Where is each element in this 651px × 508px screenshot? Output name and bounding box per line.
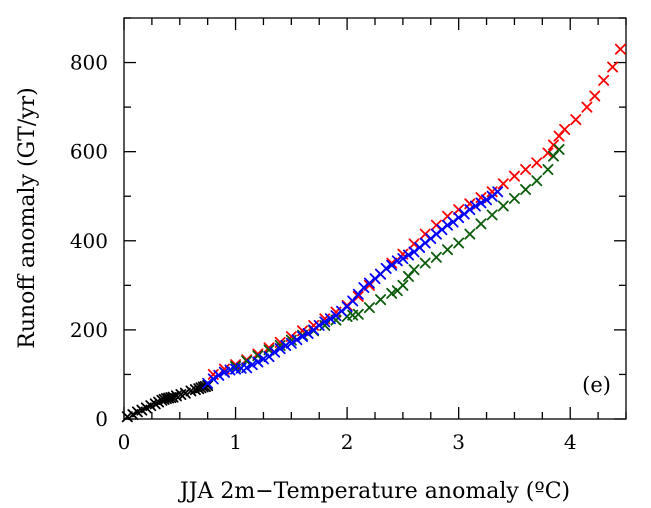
data-point bbox=[313, 319, 325, 331]
data-point bbox=[430, 251, 442, 263]
data-point bbox=[408, 238, 420, 250]
data-point bbox=[291, 334, 303, 346]
data-point bbox=[442, 244, 454, 256]
x-tick-label: 0 bbox=[118, 430, 131, 454]
y-tick-label: 600 bbox=[70, 140, 108, 164]
data-point bbox=[453, 212, 465, 224]
data-point bbox=[218, 366, 230, 378]
x-axis-title: JJA 2m−Temperature anomaly (ºC) bbox=[178, 479, 570, 504]
data-point bbox=[269, 346, 281, 358]
data-point bbox=[397, 253, 409, 265]
data-point bbox=[442, 219, 454, 231]
y-tick-label: 0 bbox=[95, 407, 108, 431]
data-point bbox=[324, 313, 336, 325]
data-point bbox=[252, 356, 264, 368]
axis-tick-labels: 0 1 2 3 4 0 200 400 600 800 bbox=[70, 51, 577, 454]
data-point bbox=[492, 186, 504, 198]
data-marks bbox=[121, 43, 626, 423]
data-point bbox=[302, 327, 314, 339]
data-point bbox=[589, 90, 601, 102]
data-point bbox=[607, 61, 619, 73]
panel-label: (e) bbox=[582, 373, 611, 397]
y-tick-label: 800 bbox=[70, 51, 108, 75]
data-point bbox=[469, 200, 481, 212]
data-point bbox=[408, 264, 420, 276]
data-point bbox=[497, 200, 509, 212]
data-point bbox=[207, 373, 219, 385]
data-point bbox=[531, 175, 543, 187]
data-point bbox=[508, 192, 520, 204]
x-tick-label: 2 bbox=[341, 430, 354, 454]
data-point bbox=[257, 353, 269, 365]
data-point bbox=[352, 308, 364, 320]
data-point bbox=[453, 237, 465, 249]
data-point bbox=[363, 302, 375, 314]
data-point bbox=[464, 204, 476, 216]
data-point bbox=[375, 294, 387, 306]
data-point bbox=[475, 218, 487, 230]
data-point bbox=[386, 287, 398, 299]
data-point bbox=[559, 123, 571, 135]
data-point bbox=[475, 197, 487, 209]
data-point bbox=[419, 257, 431, 269]
data-point bbox=[179, 387, 191, 399]
plot-frame bbox=[123, 17, 627, 420]
x-tick-label: 4 bbox=[564, 430, 577, 454]
data-point bbox=[402, 249, 414, 261]
data-point bbox=[520, 163, 532, 175]
series-3 bbox=[202, 186, 504, 389]
series-1 bbox=[207, 43, 626, 380]
data-point bbox=[520, 184, 532, 196]
data-point bbox=[553, 143, 565, 155]
data-point bbox=[508, 170, 520, 182]
data-point bbox=[246, 359, 258, 371]
data-point bbox=[167, 391, 179, 403]
data-point bbox=[464, 228, 476, 240]
data-point bbox=[486, 209, 498, 221]
data-point bbox=[391, 255, 403, 267]
data-point bbox=[280, 339, 292, 351]
data-point bbox=[296, 331, 308, 343]
data-point bbox=[531, 157, 543, 169]
axis-ticks bbox=[123, 17, 627, 420]
data-point bbox=[319, 316, 331, 328]
data-point bbox=[614, 43, 626, 55]
data-point bbox=[285, 337, 297, 349]
y-tick-label: 200 bbox=[70, 318, 108, 342]
x-tick-label: 1 bbox=[229, 430, 242, 454]
data-point bbox=[598, 74, 610, 86]
data-point bbox=[481, 194, 493, 206]
data-point bbox=[213, 369, 225, 381]
data-point bbox=[274, 343, 286, 355]
data-point bbox=[397, 279, 409, 291]
data-point bbox=[497, 178, 509, 190]
data-point bbox=[380, 262, 392, 274]
data-point bbox=[542, 147, 554, 159]
y-axis-title: Runoff anomaly (GT/yr) bbox=[15, 87, 40, 349]
data-point bbox=[241, 362, 253, 374]
y-tick-label: 400 bbox=[70, 229, 108, 253]
data-point bbox=[121, 411, 133, 423]
x-tick-label: 3 bbox=[452, 430, 465, 454]
series-0 bbox=[121, 380, 214, 423]
data-point bbox=[581, 101, 593, 113]
data-point bbox=[570, 114, 582, 126]
data-point bbox=[542, 163, 554, 175]
